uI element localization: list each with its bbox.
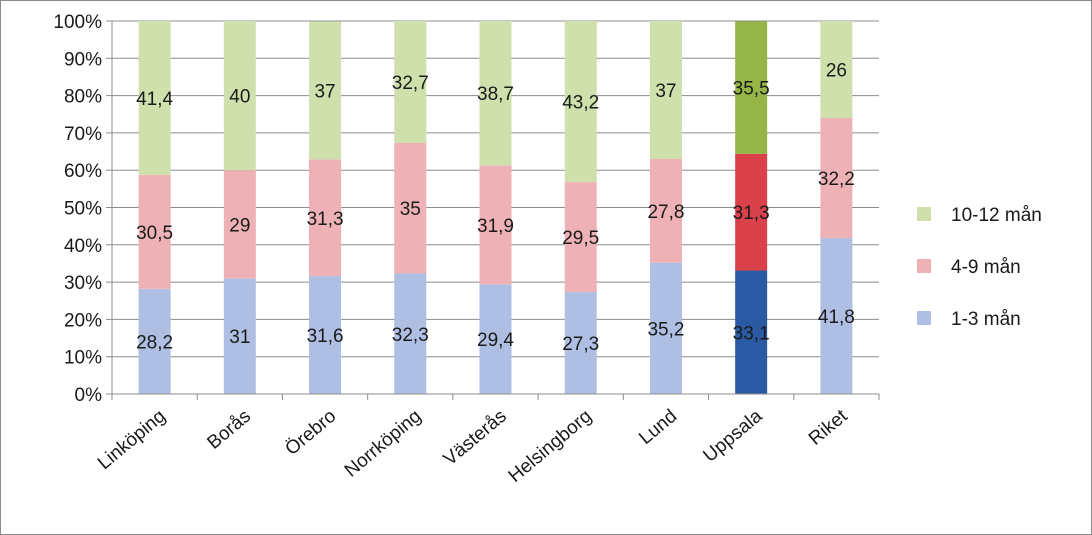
bars: [138, 21, 853, 394]
data-label: 26: [826, 60, 847, 81]
data-label: 43,2: [562, 93, 599, 114]
bar-segment: [649, 159, 682, 263]
legend-label: 4-9 mån: [951, 257, 1021, 278]
category-label: Linköping: [94, 406, 170, 474]
data-label: 32,7: [392, 73, 429, 94]
data-labels: 28,2 30,5 41,4 31 29 40 31,6 31,3 37 32,3 35 32,7 29…: [136, 60, 855, 355]
bar-segment: [479, 21, 512, 166]
bar-segment: [735, 270, 768, 394]
bar-segment: [564, 21, 597, 183]
data-label: 27,8: [647, 202, 684, 223]
y-tick-label: 70%: [64, 124, 102, 145]
category-label: Uppsala: [699, 405, 766, 466]
data-label: 37: [655, 81, 676, 102]
category-label: Lund: [635, 406, 681, 449]
bar-segment: [479, 284, 512, 394]
data-label: 33,1: [733, 323, 770, 344]
data-label: 32,3: [392, 325, 429, 346]
bar-segment: [394, 273, 427, 394]
data-label: 40: [229, 87, 250, 108]
legend-swatch: [917, 207, 931, 221]
bar-segment: [649, 21, 682, 160]
bar-segment: [479, 165, 512, 285]
data-label: 31,6: [307, 326, 344, 347]
y-tick-label: 80%: [64, 87, 102, 108]
bar-segment: [735, 21, 768, 154]
bar-segment: [394, 142, 427, 274]
category-label: Västerås: [440, 406, 511, 470]
bar-segment: [138, 288, 171, 394]
legend-swatch: [917, 311, 931, 325]
data-label: 37: [314, 81, 335, 102]
bar-segment: [820, 117, 853, 239]
y-tick-label: 10%: [64, 348, 102, 369]
category-label: Norrköping: [341, 406, 426, 482]
data-label: 31,9: [477, 216, 514, 237]
y-tick-label: 60%: [64, 161, 102, 182]
bar-segment: [309, 21, 342, 160]
bar-segment: [309, 276, 342, 394]
bar-segment: [309, 159, 342, 277]
data-label: 38,7: [477, 84, 514, 105]
bar-segment: [820, 238, 853, 394]
bar-segment: [138, 175, 171, 289]
data-label: 31,3: [307, 209, 344, 230]
y-tick-label: 100%: [53, 12, 102, 33]
y-tick-label: 50%: [64, 199, 102, 220]
data-label: 31,3: [733, 203, 770, 224]
bar-segment: [649, 262, 682, 394]
y-tick-label: 40%: [64, 236, 102, 257]
data-label: 27,3: [562, 334, 599, 355]
bar-segment: [223, 170, 256, 279]
y-tick-label: 90%: [64, 49, 102, 70]
data-label: 29,5: [562, 228, 599, 249]
data-label: 35,5: [733, 79, 770, 100]
data-label: 29: [229, 215, 250, 236]
data-label: 30,5: [136, 223, 173, 244]
bar-segment: [564, 292, 597, 394]
data-label: 35,2: [647, 319, 684, 340]
category-label: Riket: [805, 405, 852, 449]
data-label: 41,4: [136, 89, 173, 110]
category-label: Borås: [204, 406, 256, 454]
data-label: 41,8: [818, 307, 855, 328]
bar-segment: [223, 278, 256, 394]
bar-segment: [564, 182, 597, 293]
y-tick-label: 30%: [64, 273, 102, 294]
data-label: 31: [229, 327, 250, 348]
y-tick-label: 0%: [75, 385, 103, 406]
bar-segment: [735, 153, 768, 271]
data-label: 28,2: [136, 332, 173, 353]
data-label: 32,2: [818, 169, 855, 190]
data-label: 29,4: [477, 330, 514, 351]
legend-label: 10-12 mån: [951, 205, 1042, 226]
legend: 10-12 mån 4-9 mån 1-3 mån: [917, 205, 1042, 330]
category-label: Helsingborg: [505, 406, 596, 487]
bar-segment: [223, 21, 256, 171]
legend-swatch: [917, 259, 931, 273]
bar-segment: [138, 21, 171, 176]
category-label: Örebro: [281, 406, 340, 460]
data-label: 35: [400, 199, 421, 220]
legend-label: 1-3 mån: [951, 309, 1021, 330]
y-tick-label: 20%: [64, 310, 102, 331]
bar-segment: [820, 21, 853, 118]
bar-segment: [394, 21, 427, 143]
